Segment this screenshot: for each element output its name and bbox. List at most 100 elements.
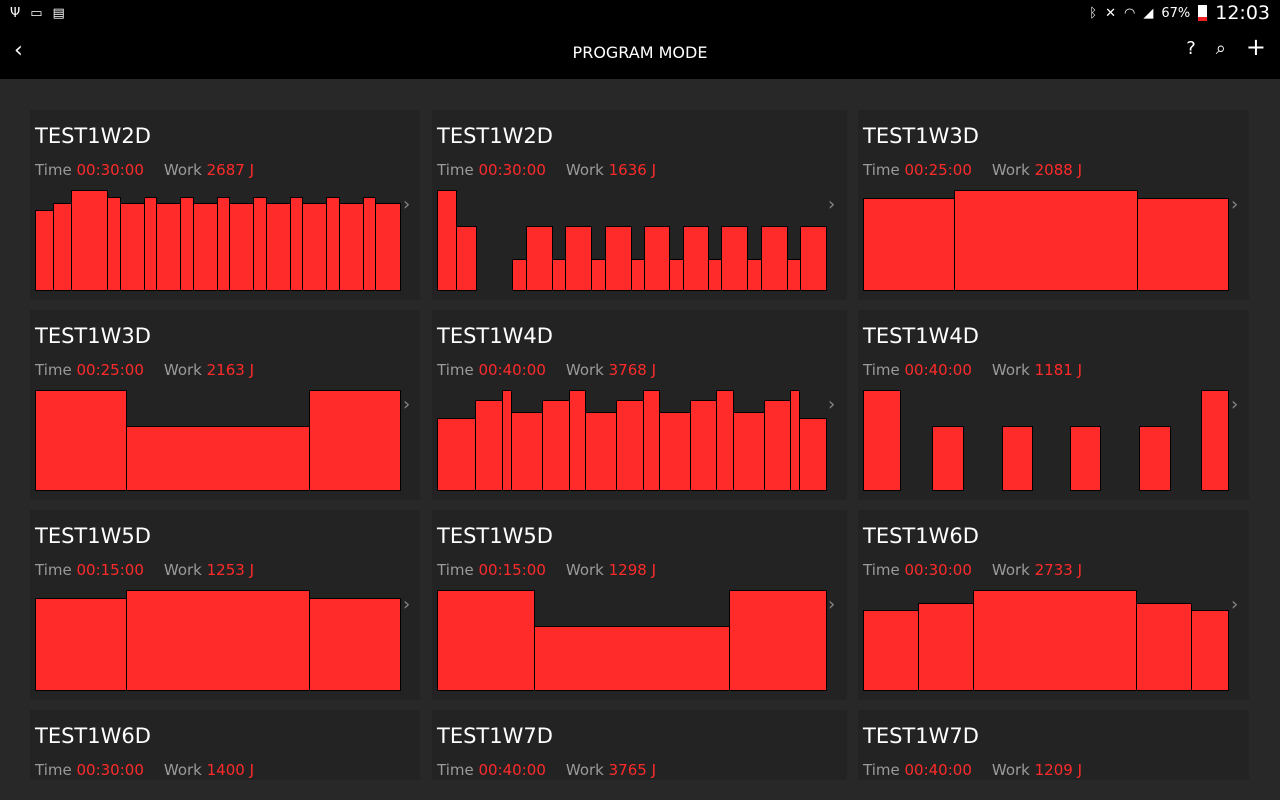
- program-meta: Time 00:15:00 Work 1253 J: [35, 561, 254, 579]
- program-name: TEST1W6D: [863, 524, 979, 548]
- search-icon[interactable]: ⌕: [1215, 38, 1226, 59]
- interval-bar: [918, 603, 974, 691]
- interval-bar: [786, 258, 802, 291]
- page-title: PROGRAM MODE: [572, 43, 708, 62]
- program-card[interactable]: TEST1W3D Time 00:25:00 Work 2163 J ›: [30, 310, 420, 500]
- program-card[interactable]: TEST1W6D Time 00:30:00 Work 1400 J: [30, 710, 420, 780]
- interval-bar: [192, 203, 218, 291]
- interval-bar: [591, 258, 606, 291]
- program-card[interactable]: TEST1W7D Time 00:40:00 Work 1209 J: [858, 710, 1249, 780]
- work-value: 1400 J: [206, 761, 255, 779]
- interval-bar: [265, 203, 291, 291]
- interval-bar: [707, 258, 723, 291]
- interval-bar: [728, 590, 827, 691]
- program-meta: Time 00:40:00 Work 1209 J: [863, 761, 1082, 779]
- time-label: Time: [437, 761, 474, 779]
- signal-icon: ◢: [1143, 5, 1154, 21]
- bluetooth-icon: ᛒ: [1089, 5, 1098, 21]
- interval-bar: [308, 598, 401, 691]
- work-value: 2733 J: [1034, 561, 1083, 579]
- interval-bar: [308, 390, 401, 491]
- work-label: Work: [163, 161, 202, 179]
- interval-bar: [70, 190, 109, 291]
- add-icon[interactable]: +: [1245, 33, 1266, 61]
- interval-chart: [35, 390, 401, 491]
- interval-chart: [863, 190, 1229, 291]
- program-meta: Time 00:30:00 Work 1400 J: [35, 761, 254, 779]
- interval-bar: [126, 426, 310, 491]
- time-label: Time: [35, 161, 72, 179]
- chevron-right-icon[interactable]: ›: [403, 394, 411, 415]
- chevron-right-icon[interactable]: ›: [828, 594, 836, 615]
- interval-bar: [863, 390, 901, 491]
- time-label: Time: [863, 561, 900, 579]
- interval-bar: [931, 426, 964, 491]
- usb-icon: Ψ: [10, 5, 21, 21]
- interval-bar: [954, 190, 1138, 291]
- app-bar: ‹ PROGRAM MODE ? ⌕ +: [0, 26, 1280, 79]
- work-value: 3765 J: [608, 761, 657, 779]
- time-label: Time: [437, 161, 474, 179]
- interval-bar: [289, 197, 304, 291]
- back-button[interactable]: ‹: [14, 38, 23, 63]
- program-card[interactable]: TEST1W4D Time 00:40:00 Work 3768 J ›: [432, 310, 847, 500]
- work-value: 2687 J: [206, 161, 255, 179]
- program-meta: Time 00:40:00 Work 3765 J: [437, 761, 656, 779]
- interval-chart: [863, 390, 1229, 491]
- interval-bar: [302, 203, 328, 291]
- program-meta: Time 00:40:00 Work 3768 J: [437, 361, 656, 379]
- interval-bar: [763, 400, 792, 491]
- program-name: TEST1W3D: [35, 324, 151, 348]
- program-meta: Time 00:30:00 Work 2687 J: [35, 161, 254, 179]
- interval-bar: [456, 226, 477, 291]
- battery-percent: 67%: [1161, 5, 1191, 21]
- interval-bar: [863, 198, 956, 291]
- program-card[interactable]: TEST1W5D Time 00:15:00 Work 1298 J ›: [432, 510, 847, 700]
- work-value: 1209 J: [1034, 761, 1083, 779]
- chevron-right-icon[interactable]: ›: [1231, 194, 1239, 215]
- interval-bar: [721, 226, 749, 291]
- interval-bar: [229, 203, 255, 291]
- interval-chart: [35, 190, 401, 291]
- program-name: TEST1W7D: [863, 724, 979, 748]
- interval-bar: [338, 203, 364, 291]
- interval-bar: [1139, 426, 1172, 491]
- interval-bar: [437, 590, 536, 691]
- work-value: 1298 J: [608, 561, 657, 579]
- interval-bar: [512, 258, 527, 291]
- work-label: Work: [565, 361, 604, 379]
- interval-bar: [1070, 426, 1102, 491]
- interval-bar: [437, 418, 477, 491]
- chevron-right-icon[interactable]: ›: [1231, 594, 1239, 615]
- time-value: 00:40:00: [904, 361, 972, 379]
- program-card[interactable]: TEST1W5D Time 00:15:00 Work 1253 J ›: [30, 510, 420, 700]
- help-icon[interactable]: ?: [1186, 38, 1196, 59]
- time-label: Time: [863, 361, 900, 379]
- time-label: Time: [35, 561, 72, 579]
- chevron-right-icon[interactable]: ›: [828, 194, 836, 215]
- program-card[interactable]: TEST1W3D Time 00:25:00 Work 2088 J ›: [858, 110, 1249, 300]
- chevron-right-icon[interactable]: ›: [1231, 394, 1239, 415]
- program-card[interactable]: TEST1W4D Time 00:40:00 Work 1181 J ›: [858, 310, 1249, 500]
- interval-bar: [126, 590, 310, 691]
- chevron-right-icon[interactable]: ›: [403, 194, 411, 215]
- interval-bar: [107, 197, 121, 291]
- interval-bar: [1201, 390, 1229, 491]
- time-label: Time: [863, 761, 900, 779]
- chevron-right-icon[interactable]: ›: [828, 394, 836, 415]
- work-value: 1253 J: [206, 561, 255, 579]
- battery-icon: [1198, 5, 1208, 21]
- program-card[interactable]: TEST1W2D Time 00:30:00 Work 1636 J ›: [432, 110, 847, 300]
- interval-bar: [362, 197, 377, 291]
- interval-bar: [35, 598, 128, 691]
- work-label: Work: [991, 361, 1030, 379]
- program-card[interactable]: TEST1W7D Time 00:40:00 Work 3765 J: [432, 710, 847, 780]
- chevron-right-icon[interactable]: ›: [403, 594, 411, 615]
- program-card[interactable]: TEST1W2D Time 00:30:00 Work 2687 J ›: [30, 110, 420, 300]
- program-meta: Time 00:25:00 Work 2088 J: [863, 161, 1082, 179]
- interval-bar: [644, 226, 671, 291]
- program-card[interactable]: TEST1W6D Time 00:30:00 Work 2733 J ›: [858, 510, 1249, 700]
- program-name: TEST1W3D: [863, 124, 979, 148]
- program-name: TEST1W4D: [863, 324, 979, 348]
- work-label: Work: [565, 561, 604, 579]
